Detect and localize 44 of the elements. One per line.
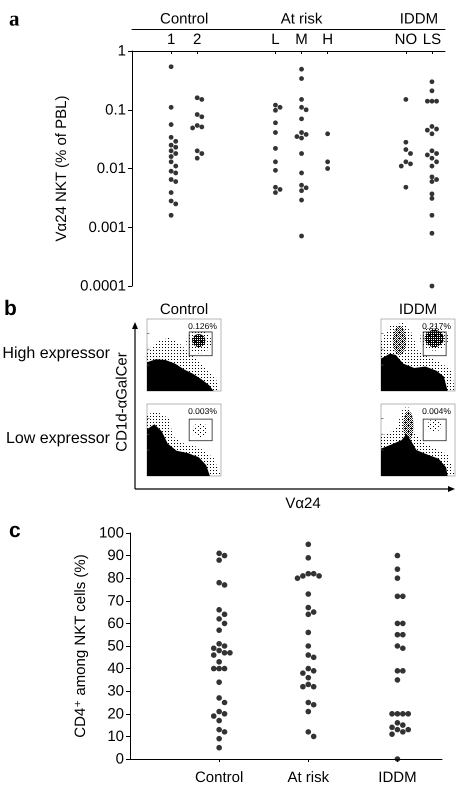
y-tick-label: 60: [107, 614, 124, 632]
category-label: Control: [160, 301, 208, 318]
text: At risk: [280, 10, 323, 28]
x-tick-label: H: [322, 31, 334, 48]
y-tick-label: 90: [107, 547, 124, 564]
y-tick-label: 0.001: [88, 218, 126, 236]
text: Vα24: [285, 495, 321, 512]
y-axis-title: Vα24 NKT (% of PBL): [53, 96, 70, 242]
y-tick-label: 20: [107, 705, 124, 722]
text: CD1d-αGalCer: [114, 352, 130, 452]
text: 0.217%: [422, 321, 451, 331]
y-tick-label: 0.0001: [80, 278, 126, 294]
y-tick-label: 0.01: [96, 160, 126, 177]
text: 0.003%: [188, 406, 217, 416]
y-tick-label: 0: [116, 750, 124, 768]
x-tick-label: L: [271, 31, 280, 48]
text: 0.126%: [188, 321, 217, 331]
text: b: [4, 297, 17, 320]
y-tick-label: 0.1: [105, 101, 126, 118]
y-tick-label: 40: [107, 660, 124, 678]
y-tick-label: 50: [107, 638, 124, 654]
y-tick-label: 70: [107, 592, 124, 610]
chart-title: a: [9, 6, 20, 30]
text: 0.004%: [422, 406, 451, 416]
x-tick-label: LS: [422, 31, 442, 48]
x-tick-label: M: [295, 31, 308, 48]
category-label: Low expressor: [6, 430, 110, 447]
chart-title: c: [9, 519, 21, 542]
text: IDDM: [400, 10, 438, 28]
y-axis-title: CD4⁺ among NKT cells (%): [72, 554, 89, 738]
category-label: High expressor: [2, 345, 110, 362]
y-tick-label: 80: [107, 570, 124, 587]
y-tick-label: 30: [107, 682, 124, 700]
category-label: IDDM: [398, 301, 438, 318]
x-tick-label: 1: [166, 31, 176, 48]
y-tick-label: 1: [118, 42, 126, 60]
y-tick-label: 10: [107, 728, 124, 745]
x-tick-label: NO: [394, 31, 418, 48]
text: Control: [160, 10, 208, 28]
y-tick-label: 100: [98, 524, 124, 542]
x-tick-label: At risk: [287, 769, 330, 786]
x-tick-label: Control: [194, 769, 244, 786]
x-tick-label: IDDM: [378, 769, 417, 786]
x-tick-label: 2: [193, 31, 202, 48]
